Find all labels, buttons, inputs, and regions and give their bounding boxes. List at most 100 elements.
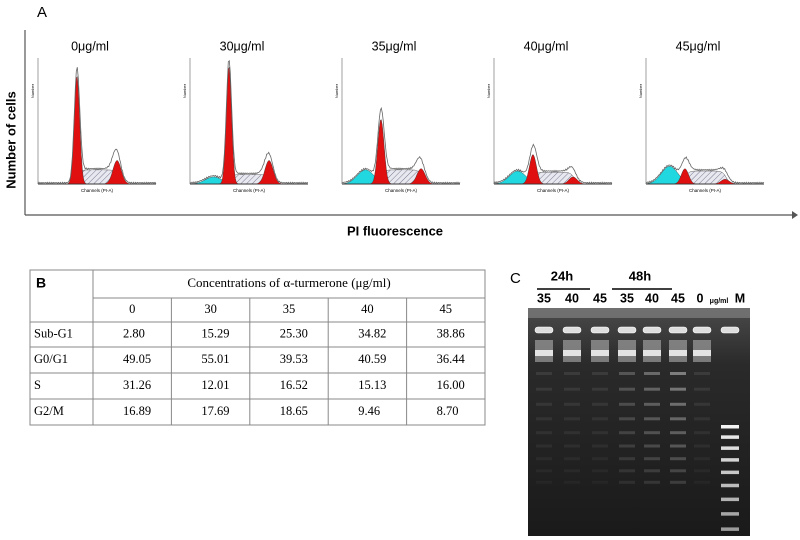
- table-cell: 18.65: [280, 404, 308, 418]
- gel-band: [563, 350, 581, 356]
- marker-band: [721, 483, 739, 488]
- gel-ladder-band: [644, 469, 660, 473]
- gel-ladder-band: [694, 387, 710, 391]
- gel-ladder-band: [619, 480, 635, 484]
- gel-well: [642, 326, 662, 334]
- histogram-component: [342, 168, 460, 185]
- histogram-y-label: Number: [334, 83, 339, 98]
- histogram-component: [38, 169, 156, 185]
- gel-ladder-band: [644, 457, 660, 461]
- marker-band: [721, 470, 739, 475]
- marker-band: [721, 497, 739, 502]
- marker-band: [721, 425, 739, 429]
- table-cell: 15.13: [358, 378, 386, 392]
- table-cell: 15.29: [201, 326, 229, 340]
- table-cell: 39.53: [280, 352, 308, 366]
- gel-band: [591, 350, 609, 356]
- gel-ladder-band: [670, 480, 686, 484]
- gel-ladder-band: [644, 431, 660, 435]
- histogram-title: 45μg/ml: [676, 39, 721, 53]
- gel-ladder-band: [536, 431, 552, 435]
- gel-ladder-band: [592, 457, 608, 461]
- gel-ladder-band: [564, 387, 580, 391]
- marker-band: [721, 458, 739, 462]
- table-cell: 9.46: [358, 404, 380, 418]
- table-cell: 2.80: [123, 326, 145, 340]
- histogram-y-label: Number: [638, 83, 643, 98]
- row-label: S: [34, 378, 41, 392]
- gel-ladder-band: [694, 372, 710, 375]
- histogram-outline: [37, 67, 157, 185]
- row-label: Sub-G1: [34, 326, 73, 340]
- lane-label: 40: [645, 291, 659, 305]
- table-cell: 8.70: [437, 404, 459, 418]
- gel-ladder-band: [536, 469, 552, 473]
- gel-ladder-band: [564, 457, 580, 461]
- histogram-outline: [493, 143, 613, 185]
- histogram-title: 40μg/ml: [524, 39, 569, 53]
- gel-ladder-band: [619, 417, 635, 421]
- panel-label: A: [37, 4, 47, 21]
- gel-ladder-band: [694, 480, 710, 484]
- gel-ladder-band: [644, 372, 660, 375]
- group-label: 24h: [551, 268, 573, 283]
- gel-ladder-band: [619, 372, 635, 375]
- column-label: 40: [361, 302, 374, 316]
- gel-ladder-band: [670, 387, 686, 391]
- gel-ladder-band: [670, 417, 686, 421]
- gel-ladder-band: [564, 480, 580, 484]
- gel-ladder-band: [619, 457, 635, 461]
- gel-ladder-band: [564, 372, 580, 375]
- gel-ladder-band: [536, 402, 552, 406]
- histogram-y-label: Number: [486, 83, 491, 98]
- table-cell: 16.52: [280, 378, 308, 392]
- histogram-component: [38, 160, 156, 185]
- table-cell: 17.69: [201, 404, 229, 418]
- histogram-component: [190, 66, 308, 185]
- histogram-outline: [645, 156, 765, 185]
- gel-band: [693, 350, 711, 356]
- table-cell: 31.26: [123, 378, 151, 392]
- y-axis-label: Number of cells: [3, 91, 18, 189]
- gel-ladder-band: [694, 402, 710, 406]
- gel-ladder-band: [644, 417, 660, 421]
- lane-label: 45: [593, 291, 607, 305]
- histogram-title: 0μg/ml: [71, 39, 109, 53]
- histogram-title: 35μg/ml: [372, 39, 417, 53]
- histogram-component: [494, 176, 612, 185]
- gel-ladder-band: [644, 387, 660, 391]
- gel-well: [590, 326, 610, 334]
- gel-ladder-band: [536, 387, 552, 391]
- table-cell: 40.59: [358, 352, 386, 366]
- column-label: 30: [204, 302, 217, 316]
- gel-ladder-band: [592, 469, 608, 473]
- histogram-y-label: Number: [30, 83, 35, 98]
- gel-top: [528, 308, 750, 318]
- gel-ladder-band: [644, 480, 660, 484]
- gel-ladder-band: [619, 387, 635, 391]
- column-label: 35: [283, 302, 296, 316]
- gel-ladder-band: [644, 402, 660, 406]
- gel-ladder-band: [564, 402, 580, 406]
- gel-band: [535, 350, 553, 356]
- column-label: 0: [129, 302, 135, 316]
- gel-ladder-band: [670, 372, 686, 375]
- gel-ladder-band: [564, 444, 580, 448]
- gel-ladder-band: [536, 480, 552, 484]
- gel-ladder-band: [619, 402, 635, 406]
- histogram-outline: [189, 59, 309, 185]
- table-cell: 16.00: [437, 378, 465, 392]
- histogram-title: 30μg/ml: [220, 39, 265, 53]
- gel-ladder-band: [670, 402, 686, 406]
- lane-label: 35: [620, 291, 634, 305]
- table-corner: B: [36, 275, 46, 291]
- marker-band: [721, 435, 739, 439]
- gel-ladder-band: [536, 372, 552, 375]
- gel-ladder-band: [564, 417, 580, 421]
- gel-ladder-band: [670, 444, 686, 448]
- gel-well: [668, 326, 688, 334]
- lane-label: 0: [697, 291, 704, 305]
- table-cell: 55.01: [201, 352, 229, 366]
- gel-band: [643, 350, 661, 356]
